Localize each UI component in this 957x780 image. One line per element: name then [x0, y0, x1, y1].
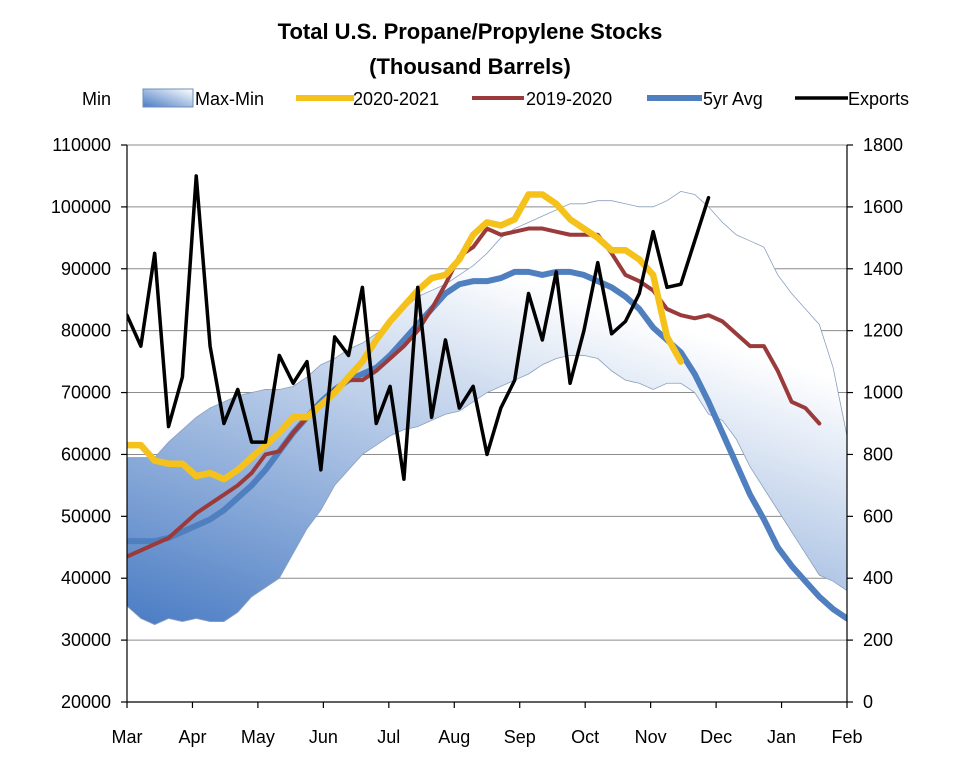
chart-title-line2: (Thousand Barrels): [369, 54, 571, 79]
series-5yr-avg: [127, 268, 847, 622]
right-tick-label: 600: [863, 506, 893, 526]
left-tick-label: 100000: [51, 197, 111, 217]
legend-band-label: Max-Min: [195, 89, 264, 109]
month-tick-label: Feb: [831, 727, 862, 747]
month-tick-label: Dec: [700, 727, 732, 747]
month-tick-label: Mar: [112, 727, 143, 747]
series-2020-2021: [127, 191, 685, 483]
left-tick-label: 70000: [61, 383, 111, 403]
series-2019-2020: [127, 226, 822, 559]
month-tick-label: Oct: [571, 727, 599, 747]
left-tick-label: 90000: [61, 259, 111, 279]
right-tick-label: 0: [863, 692, 873, 712]
right-tick-label: 1800: [863, 135, 903, 155]
legend-min-label: Min: [82, 89, 111, 109]
left-tick-label: 80000: [61, 321, 111, 341]
right-tick-label: 1600: [863, 197, 903, 217]
left-tick-label: 20000: [61, 692, 111, 712]
month-tick-label: Jun: [309, 727, 338, 747]
right-tick-label: 400: [863, 568, 893, 588]
right-axis-ticks: 0 200 400 600 800 1000 1200 1400 1600 1800: [847, 135, 903, 712]
axes: [126, 145, 848, 703]
month-tick-label: Sep: [504, 727, 536, 747]
left-tick-label: 40000: [61, 568, 111, 588]
month-tick-label: Apr: [178, 727, 206, 747]
legend-2019-label: 2019-2020: [526, 89, 612, 109]
series-exports: [127, 174, 711, 481]
right-tick-label: 1000: [863, 383, 903, 403]
month-tick-label: May: [241, 727, 275, 747]
left-axis-ticks: 20000 30000 40000 50000 60000 70000 80000 90000…: [51, 135, 127, 712]
right-tick-label: 200: [863, 630, 893, 650]
right-tick-label: 1200: [863, 321, 903, 341]
left-tick-label: 50000: [61, 506, 111, 526]
month-tick-label: Jan: [767, 727, 796, 747]
right-tick-label: 800: [863, 444, 893, 464]
month-tick-label: Aug: [438, 727, 470, 747]
legend-exports-label: Exports: [848, 89, 909, 109]
left-tick-label: 110000: [52, 135, 111, 155]
left-tick-label: 30000: [61, 630, 111, 650]
max-min-band: [127, 190, 847, 626]
month-tick-label: Nov: [635, 727, 667, 747]
max-min-band-area: [127, 190, 847, 626]
legend-2020-label: 2020-2021: [353, 89, 439, 109]
right-tick-label: 1400: [863, 259, 903, 279]
legend-band-swatch: [142, 88, 194, 108]
month-axis-ticks: Mar Apr May Jun Jul Aug Sep Oct Nov Dec Jan Feb: [112, 702, 863, 747]
legend-avg-label: 5yr Avg: [703, 89, 763, 109]
left-tick-label: 60000: [61, 444, 111, 464]
chart-title-line1: Total U.S. Propane/Propylene Stocks: [278, 19, 663, 44]
month-tick-label: Jul: [377, 727, 400, 747]
series: [127, 174, 847, 622]
legend: Min Max-Min 2020-2021 2019-2020 5yr Avg …: [82, 88, 909, 109]
